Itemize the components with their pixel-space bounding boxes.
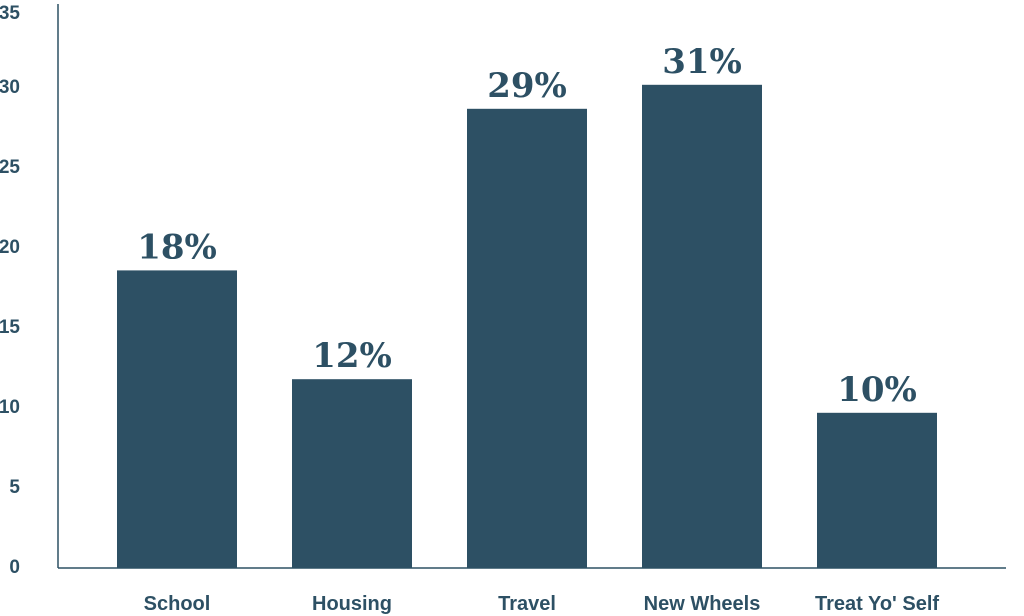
bars bbox=[117, 84, 937, 569]
y-axis-ticks: 0 5 10 15 20 25 30 35 bbox=[0, 3, 20, 578]
y-tick-label: 15 bbox=[0, 317, 20, 338]
data-label: 12% bbox=[312, 336, 392, 376]
y-tick-label: 5 bbox=[9, 477, 20, 498]
category-label: New Wheels bbox=[644, 593, 761, 615]
data-label: 10% bbox=[837, 370, 917, 410]
data-label: 31% bbox=[662, 42, 742, 82]
y-tick-label: 30 bbox=[0, 77, 20, 98]
category-label: School bbox=[144, 593, 211, 615]
category-labels: School Housing Travel New Wheels Treat Yo' S… bbox=[144, 593, 940, 615]
bar-new-wheels bbox=[642, 84, 762, 569]
y-tick-label: 20 bbox=[0, 237, 20, 258]
bar-treat-yo-self bbox=[817, 412, 937, 568]
data-labels: 18% 12% 29% 31% 10% bbox=[137, 42, 917, 410]
data-label: 18% bbox=[137, 227, 217, 267]
y-tick-label: 25 bbox=[0, 157, 20, 178]
y-tick-label: 35 bbox=[0, 3, 20, 24]
y-tick-label: 10 bbox=[0, 397, 20, 418]
bar-housing bbox=[292, 379, 412, 568]
category-label: Housing bbox=[312, 593, 392, 615]
category-label: Travel bbox=[498, 593, 556, 615]
data-label: 29% bbox=[487, 66, 567, 106]
y-tick-label: 0 bbox=[9, 557, 20, 578]
bar-school bbox=[117, 270, 237, 568]
bar-travel bbox=[467, 108, 587, 569]
category-label: Treat Yo' Self bbox=[815, 593, 939, 615]
